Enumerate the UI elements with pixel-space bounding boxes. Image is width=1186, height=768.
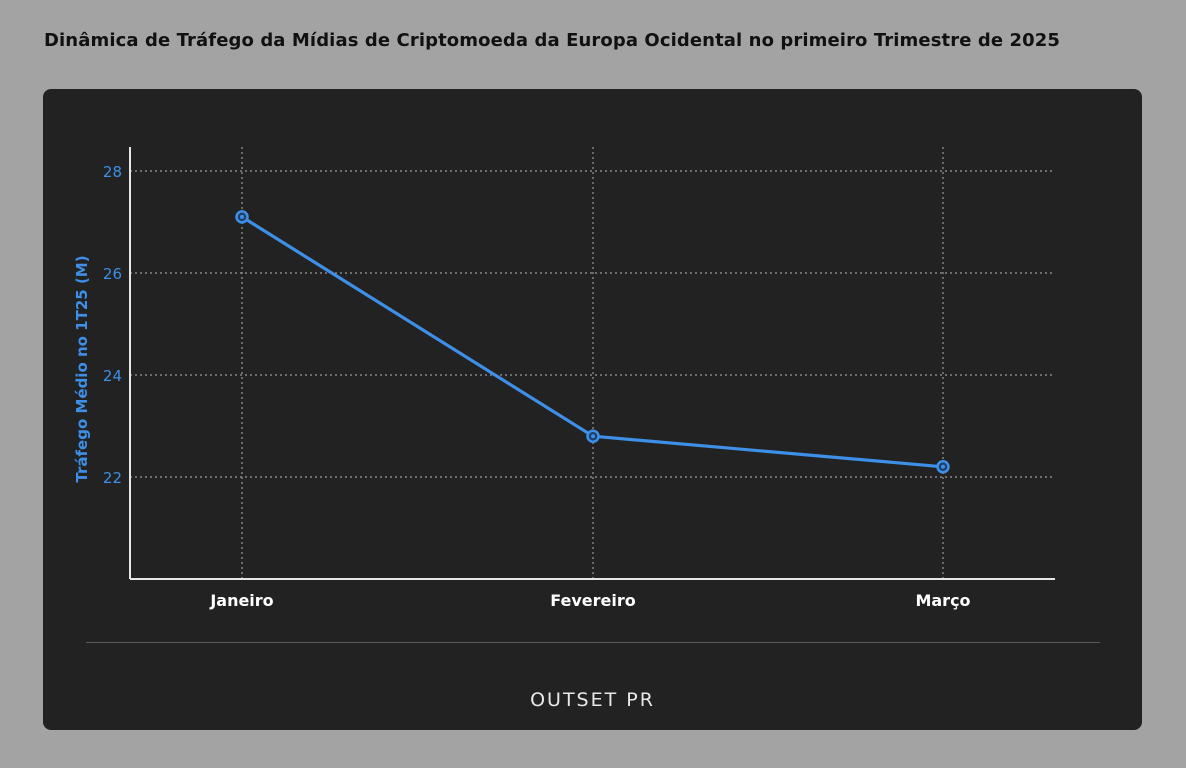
chart-title: Dinâmica de Tráfego da Mídias de Criptom… <box>44 30 1061 51</box>
y-tick-label: 24 <box>103 367 122 385</box>
brand-logo: OUTSET PR <box>530 689 655 708</box>
data-point-center <box>240 214 244 219</box>
y-tick-label: 28 <box>103 163 122 181</box>
data-point-center <box>591 434 595 439</box>
series-line <box>240 215 945 469</box>
x-tick-label: Março <box>915 591 970 610</box>
x-tick-label: Janeiro <box>209 591 273 610</box>
chart-card: 22 24 26 28 Janeiro Fevereiro Março Tráfego Méd… <box>43 89 1142 730</box>
y-tick-label: 26 <box>103 265 122 283</box>
data-point-center <box>941 464 945 469</box>
y-axis-label: Tráfego Médio no 1T25 (M) <box>73 255 91 482</box>
line-chart: 22 24 26 28 Janeiro Fevereiro Março Tráfego Méd… <box>73 147 1055 610</box>
x-tick-label: Fevereiro <box>550 591 636 610</box>
footer-divider <box>86 642 1100 643</box>
y-tick-label: 22 <box>103 469 122 487</box>
